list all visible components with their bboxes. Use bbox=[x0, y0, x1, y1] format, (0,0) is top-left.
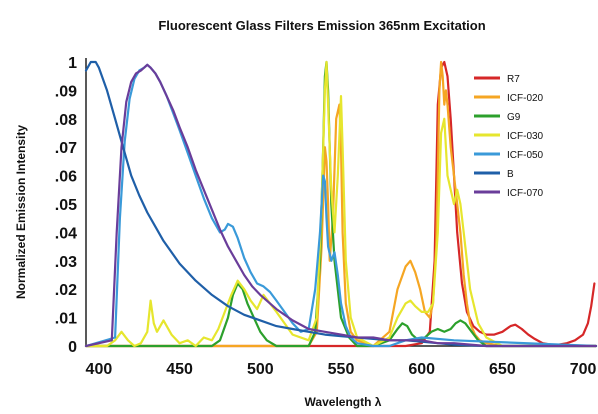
x-tick-label: 400 bbox=[86, 361, 113, 378]
legend-label: B bbox=[507, 169, 514, 180]
legend-label: G9 bbox=[507, 112, 521, 123]
x-tick-label: 500 bbox=[247, 361, 274, 378]
y-tick-label: 1 bbox=[68, 55, 77, 72]
x-axis-label: Wavelength λ bbox=[305, 395, 382, 409]
series-line-icf-070 bbox=[84, 63, 598, 348]
y-tick-label: .05 bbox=[55, 197, 77, 214]
legend: R7 ICF-020 G9 ICF-030 ICF-050 B ICF-070 bbox=[474, 74, 544, 199]
legend-label: R7 bbox=[507, 74, 520, 85]
y-tick-label: .09 bbox=[55, 83, 77, 100]
x-axis-ticks: 400 450 500 550 600 650 700 bbox=[86, 361, 597, 378]
y-tick-label: 0 bbox=[68, 339, 77, 356]
series-line-icf-030 bbox=[84, 60, 598, 348]
legend-label: ICF-070 bbox=[507, 188, 544, 199]
y-axis-label: Normalized Emission Intensity bbox=[14, 125, 28, 299]
x-tick-label: 700 bbox=[570, 361, 597, 378]
series-line-icf-020 bbox=[84, 60, 598, 348]
y-tick-label: .06 bbox=[55, 169, 77, 186]
x-tick-label: 550 bbox=[328, 361, 355, 378]
legend-label: ICF-050 bbox=[507, 150, 544, 161]
chart-title: Fluorescent Glass Filters Emission 365nm… bbox=[158, 18, 485, 33]
y-tick-label: .01 bbox=[55, 311, 77, 328]
legend-label: ICF-030 bbox=[507, 131, 544, 142]
series-curves bbox=[84, 60, 598, 348]
y-tick-label: .04 bbox=[55, 225, 77, 242]
y-axis-ticks: 0 .01 .02 .03 .04 .05 .06 .07 .08 .09 1 bbox=[55, 55, 77, 356]
legend-label: ICF-020 bbox=[507, 93, 544, 104]
y-tick-label: .03 bbox=[55, 254, 77, 271]
series-line-g9 bbox=[84, 60, 598, 348]
y-tick-label: .07 bbox=[55, 140, 77, 157]
x-tick-label: 450 bbox=[166, 361, 193, 378]
x-tick-label: 600 bbox=[408, 361, 435, 378]
y-tick-label: .02 bbox=[55, 282, 77, 299]
x-tick-label: 650 bbox=[489, 361, 516, 378]
y-tick-label: .08 bbox=[55, 112, 77, 129]
